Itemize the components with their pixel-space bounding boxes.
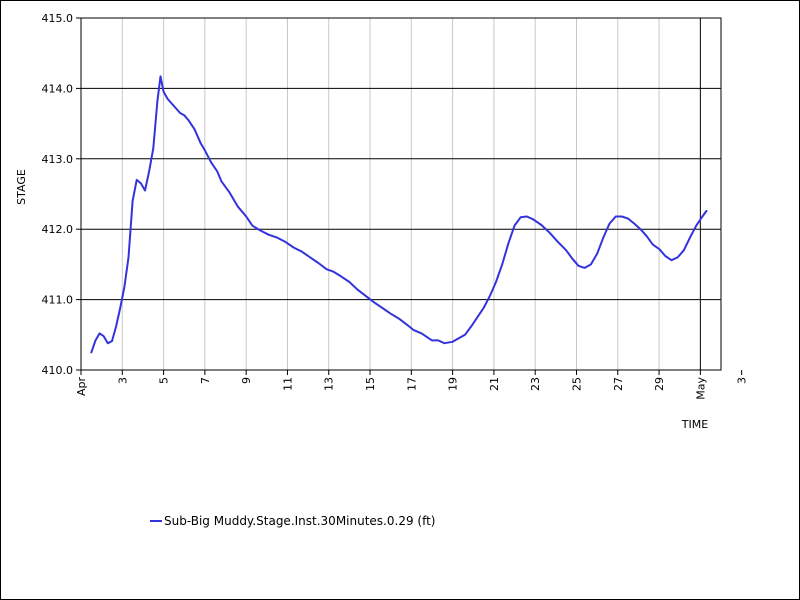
y-tick-label: 414.0 bbox=[42, 82, 74, 95]
x-tick-label: 17 bbox=[405, 377, 418, 391]
x-tick-label: 25 bbox=[570, 377, 583, 391]
plot-area bbox=[80, 17, 722, 371]
y-tick-label: 412.0 bbox=[42, 223, 74, 236]
x-tick-label: 23 bbox=[529, 377, 542, 391]
y-tick-label: 410.0 bbox=[42, 364, 74, 377]
legend-label: Sub-Big Muddy.Stage.Inst.30Minutes.0.29 … bbox=[164, 514, 435, 528]
series-line bbox=[90, 75, 708, 354]
series-lines bbox=[90, 75, 708, 354]
x-tick-label: 11 bbox=[281, 377, 294, 391]
x-tick-label: May bbox=[694, 377, 707, 400]
x-tick-label: 3 bbox=[736, 377, 749, 384]
y-axis-label: STAGE bbox=[15, 169, 28, 205]
y-tick-label: 413.0 bbox=[42, 153, 74, 166]
x-tick-label: 29 bbox=[653, 377, 666, 391]
plot-border bbox=[80, 17, 722, 371]
x-axis-ticks: Apr 3 5 7 9 11 13 15 17 19 21 23 25 27 29 May 3 bbox=[75, 370, 749, 400]
x-tick-label: 7 bbox=[199, 377, 212, 384]
x-tick-label: 9 bbox=[240, 377, 253, 384]
y-tick-label: 411.0 bbox=[42, 294, 74, 307]
y-axis-ticks: 410.0 411.0 412.0 413.0 414.0 415.0 bbox=[42, 12, 81, 377]
x-tick-label: 21 bbox=[488, 377, 501, 391]
x-tick-label: 27 bbox=[612, 377, 625, 391]
x-tick-label: 19 bbox=[447, 377, 460, 391]
x-tick-label: 15 bbox=[364, 377, 377, 391]
x-tick-label: 3 bbox=[116, 377, 129, 384]
x-tick-label: 13 bbox=[323, 377, 336, 391]
legend: Sub-Big Muddy.Stage.Inst.30Minutes.0.29 … bbox=[150, 514, 435, 528]
x-tick-label: 5 bbox=[158, 377, 171, 384]
grid bbox=[81, 18, 721, 370]
y-tick-label: 415.0 bbox=[42, 12, 74, 25]
x-axis-label: TIME bbox=[681, 418, 708, 431]
x-tick-label: Apr bbox=[75, 377, 88, 397]
